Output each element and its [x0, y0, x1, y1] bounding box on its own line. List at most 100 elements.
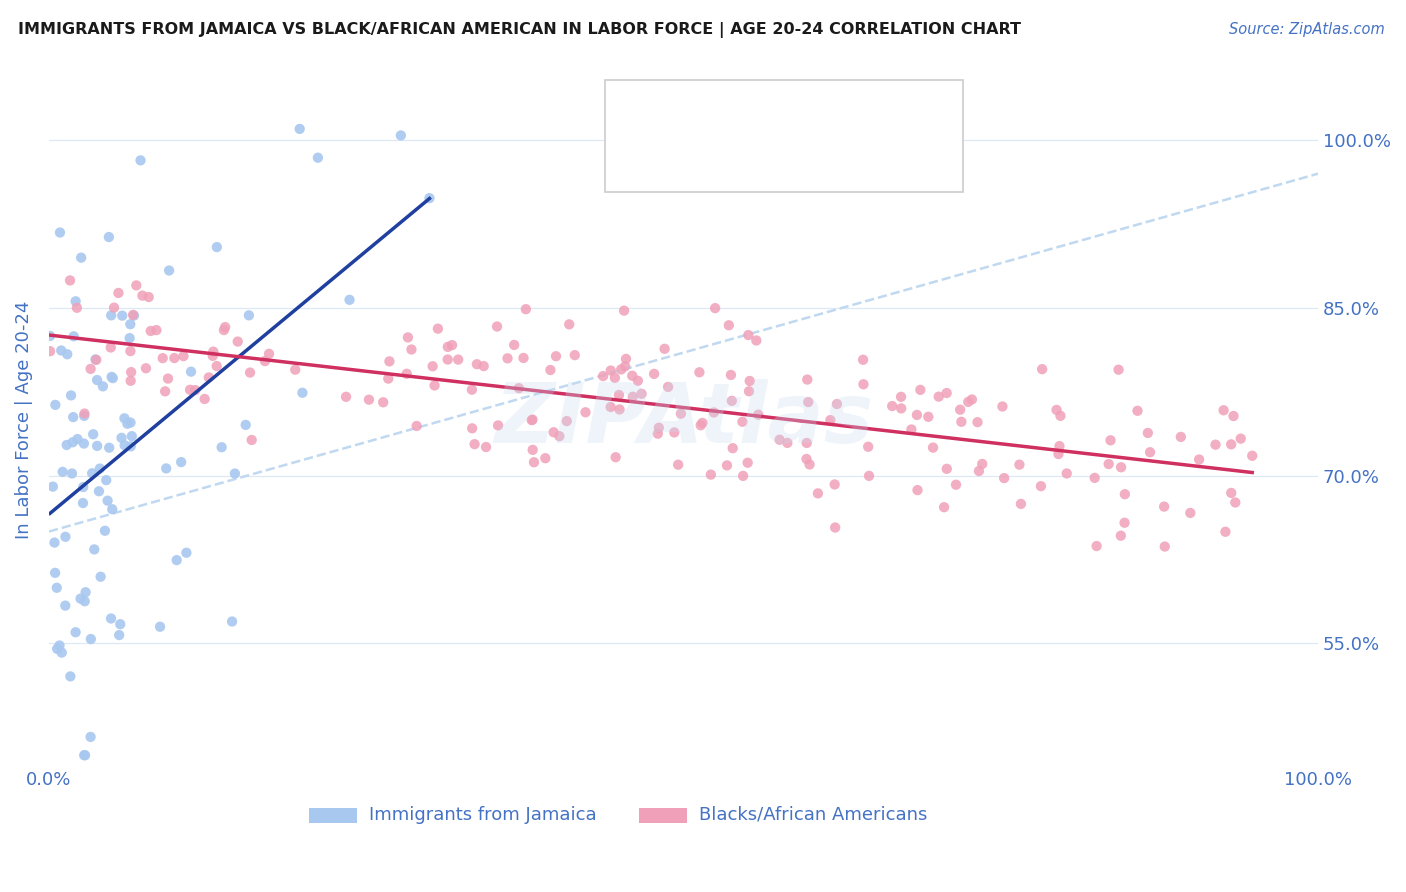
Point: [1114, 487, 1136, 501]
Point: [1188, 452, 1211, 467]
Point: [564, 348, 586, 362]
Point: [135, 361, 157, 376]
Point: [224, 467, 246, 481]
Point: [377, 371, 399, 385]
Point: [101, 371, 124, 385]
Point: [52, 465, 75, 479]
Point: [240, 433, 263, 447]
Point: [1153, 540, 1175, 554]
Point: [856, 440, 879, 454]
Point: [163, 351, 186, 365]
Point: [44, 566, 66, 580]
Bar: [640, 808, 688, 823]
Point: [156, 371, 179, 385]
Point: [486, 418, 509, 433]
Point: [669, 407, 692, 421]
Bar: [623, 95, 659, 131]
Point: [46, 641, 69, 656]
Point: [607, 388, 630, 402]
Point: [700, 467, 723, 482]
Point: [125, 278, 148, 293]
Point: [395, 367, 418, 381]
Point: [62, 435, 84, 450]
Point: [1180, 506, 1202, 520]
Point: [664, 425, 686, 440]
Text: N =: N =: [800, 150, 841, 168]
Point: [1114, 516, 1136, 530]
Point: [824, 520, 846, 534]
Point: [737, 328, 759, 343]
Point: [621, 390, 644, 404]
Point: [1220, 486, 1243, 500]
Point: [609, 402, 631, 417]
Point: [472, 359, 495, 373]
Point: [461, 421, 484, 435]
Point: [91, 379, 114, 393]
Point: [1139, 445, 1161, 459]
Point: [1153, 500, 1175, 514]
Point: [890, 401, 912, 416]
Point: [543, 425, 565, 440]
Point: [131, 288, 153, 302]
Text: Immigrants from Jamaica: Immigrants from Jamaica: [368, 806, 596, 824]
Point: [737, 456, 759, 470]
Text: IMMIGRANTS FROM JAMAICA VS BLACK/AFRICAN AMERICAN IN LABOR FORCE | AGE 20-24 COR: IMMIGRANTS FROM JAMAICA VS BLACK/AFRICAN…: [18, 22, 1021, 38]
Point: [972, 457, 994, 471]
Point: [72, 496, 94, 510]
Point: [796, 373, 818, 387]
Point: [120, 318, 142, 332]
Point: [721, 441, 744, 455]
Point: [717, 318, 740, 333]
Bar: [309, 808, 357, 823]
Point: [747, 408, 769, 422]
Point: [738, 384, 761, 399]
Point: [180, 365, 202, 379]
Point: [1109, 460, 1132, 475]
Point: [84, 352, 107, 367]
Point: [1085, 539, 1108, 553]
Point: [100, 370, 122, 384]
Point: [389, 128, 412, 143]
Point: [90, 570, 112, 584]
Point: [69, 591, 91, 606]
Point: [86, 439, 108, 453]
Point: [66, 432, 89, 446]
Point: [1222, 409, 1244, 423]
Point: [486, 319, 509, 334]
Point: [824, 477, 846, 491]
Point: [405, 419, 427, 434]
Point: [558, 318, 581, 332]
Point: [422, 359, 444, 374]
Point: [716, 458, 738, 473]
Point: [503, 338, 526, 352]
Point: [378, 354, 401, 368]
Point: [238, 309, 260, 323]
Point: [221, 615, 243, 629]
Point: [198, 370, 221, 384]
Point: [807, 486, 830, 500]
Point: [73, 407, 96, 421]
Point: [335, 390, 357, 404]
Point: [120, 344, 142, 359]
Point: [201, 349, 224, 363]
Point: [401, 343, 423, 357]
Point: [89, 461, 111, 475]
Point: [1098, 457, 1121, 471]
Point: [55, 530, 77, 544]
Point: [45, 581, 67, 595]
Point: [423, 378, 446, 392]
Point: [1220, 437, 1243, 451]
Point: [1099, 434, 1122, 448]
Point: [339, 293, 361, 307]
Point: [523, 455, 546, 469]
Point: [66, 301, 89, 315]
Point: [257, 347, 280, 361]
Point: [522, 442, 544, 457]
Point: [599, 400, 621, 414]
Point: [205, 359, 228, 373]
Point: [73, 436, 96, 450]
Point: [122, 309, 145, 323]
Point: [51, 646, 73, 660]
Point: [508, 381, 530, 395]
Point: [1047, 447, 1070, 461]
